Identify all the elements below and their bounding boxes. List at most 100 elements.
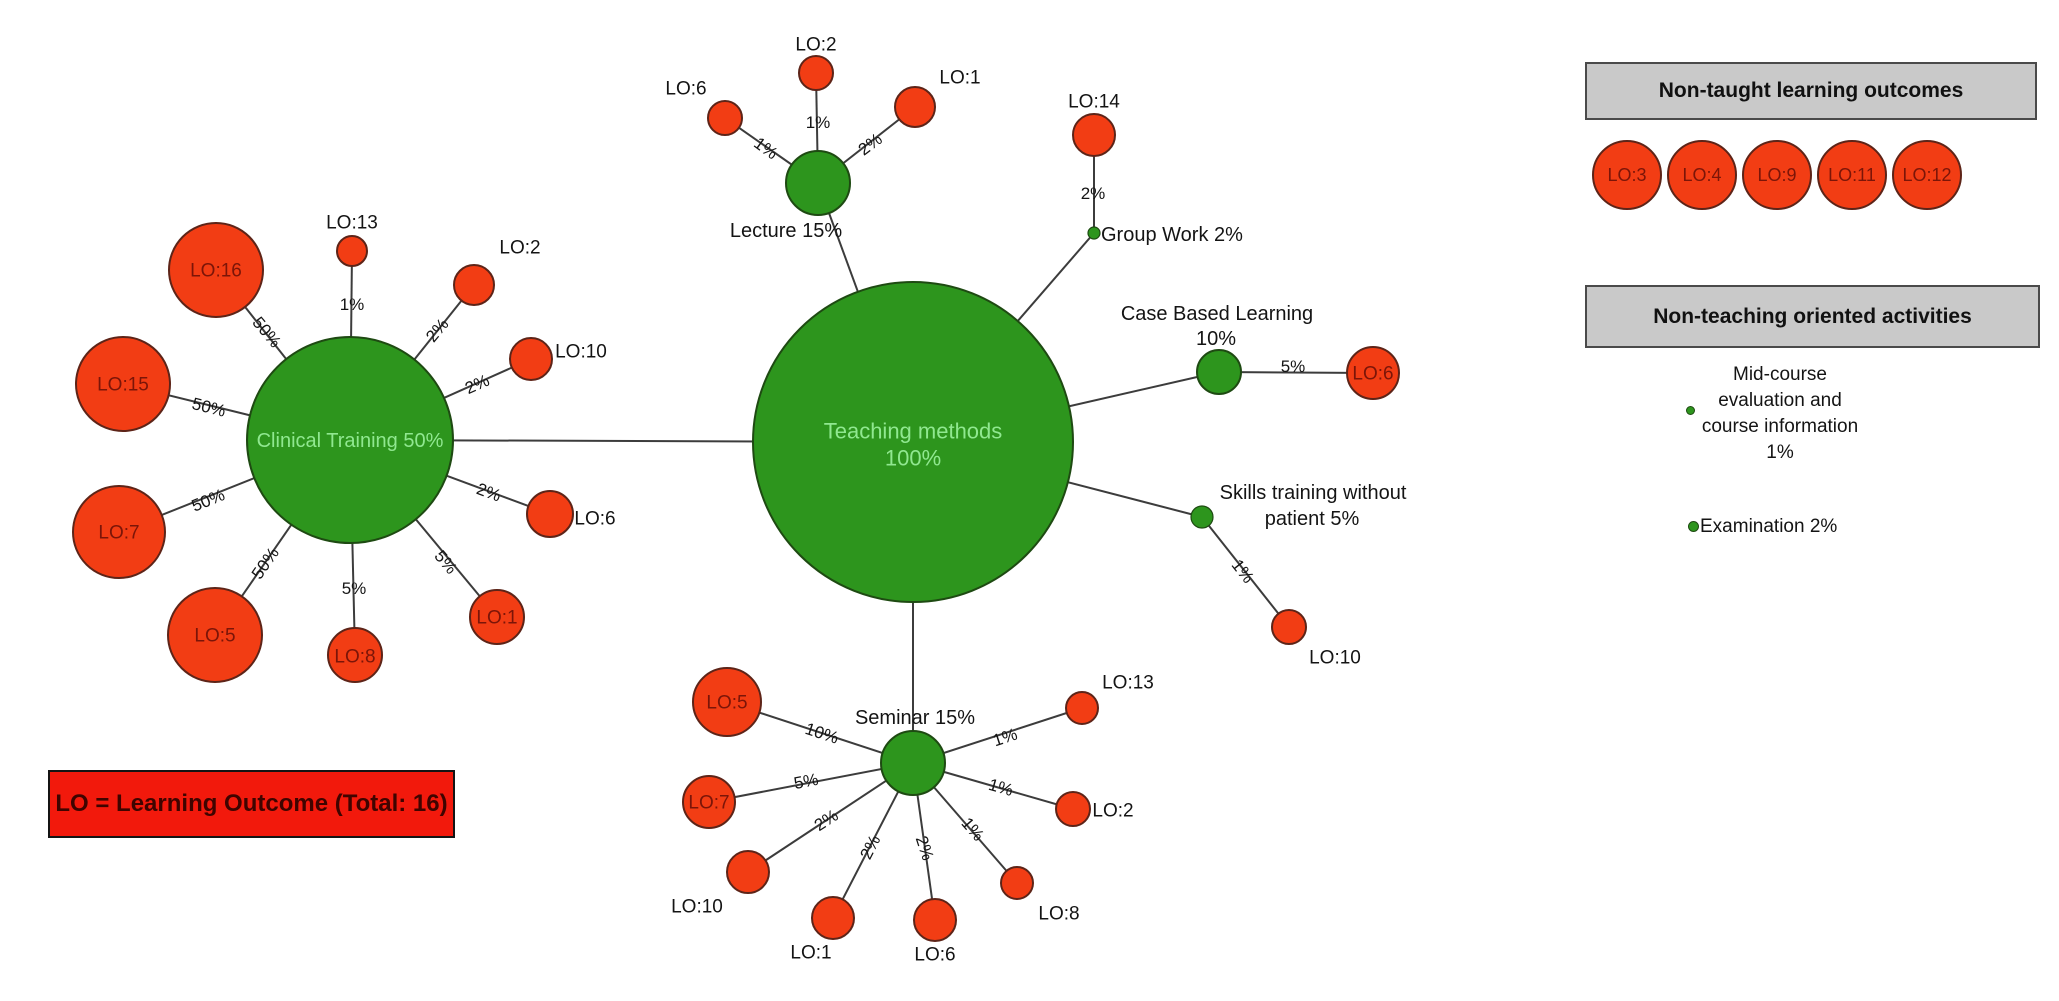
edge-label-seminar-lo10_sem: 2% — [811, 806, 842, 835]
node-lo5_s — [692, 667, 762, 737]
label-lo2_s: LO:2 — [1092, 801, 1133, 822]
node-teaching — [752, 281, 1074, 603]
midcourse-dot-icon — [1686, 406, 1695, 415]
node-lo6_cb — [1346, 346, 1400, 400]
non-taught-lo-label: LO:12 — [1902, 164, 1952, 185]
node-lo8_c — [327, 627, 383, 683]
label-lo5_c: LO:5 — [194, 626, 235, 647]
label-lecture: Lecture 15% — [730, 220, 843, 242]
node-lo1_s — [811, 896, 855, 940]
label-casebased: Case Based Learning — [1121, 303, 1313, 325]
node-lo1_c — [469, 589, 525, 645]
edge-label-clinical-lo15_c: 50% — [190, 394, 228, 421]
non-taught-lo-circle: LO:11 — [1817, 140, 1887, 210]
lo-note-box: LO = Learning Outcome (Total: 16) — [48, 770, 455, 838]
edge-label-seminar-lo13_s: 1% — [991, 725, 1020, 751]
label-seminar: Seminar 15% — [855, 707, 975, 729]
node-lo7_c — [72, 485, 166, 579]
edge-skills-lo10_s — [1201, 516, 1290, 628]
edge-label-clinical-lo5_c: 50% — [248, 544, 283, 583]
node-seminar — [880, 730, 946, 796]
lo-note-text: LO = Learning Outcome (Total: 16) — [55, 790, 448, 817]
node-lo6_s — [913, 898, 957, 942]
label-lo7_s: LO:7 — [688, 793, 729, 814]
label-skills: Skills training without — [1220, 482, 1407, 504]
edge-label-clinical-lo2_c: 2% — [422, 315, 452, 346]
label-teaching: Teaching methods — [824, 419, 1003, 444]
edge-label-clinical-lo13_c: 1% — [340, 295, 365, 314]
node-lo10_s — [1271, 609, 1307, 645]
non-taught-lo-label: LO:3 — [1607, 164, 1647, 185]
edge-label-seminar-lo5_s: 10% — [803, 719, 841, 748]
legend-non-teaching-title-box: Non-teaching oriented activities — [1585, 285, 2040, 348]
legend-non-taught-circles: LO:3 LO:4 LO:9 LO:11 LO:12 — [1592, 140, 1962, 210]
node-lo14 — [1072, 113, 1116, 157]
node-lo2_l — [798, 55, 834, 91]
label-lo7_c: LO:7 — [98, 523, 139, 544]
non-taught-lo-circle: LO:9 — [1742, 140, 1812, 210]
node-lo10_sem — [726, 850, 770, 894]
node-lo6_c — [526, 490, 574, 538]
node-lecture — [785, 150, 851, 216]
label-skills: patient 5% — [1265, 508, 1360, 530]
midcourse-line: course information — [1701, 416, 1859, 437]
examination-dot-icon — [1688, 521, 1699, 532]
non-taught-lo-circle: LO:3 — [1592, 140, 1662, 210]
non-taught-lo-label: LO:9 — [1757, 164, 1797, 185]
legend-non-taught-title-box: Non-taught learning outcomes — [1585, 62, 2037, 120]
edge-label-clinical-lo8_c: 5% — [342, 579, 367, 598]
node-groupwork — [1087, 226, 1101, 240]
label-lo8_s: LO:8 — [1038, 904, 1079, 925]
edge-label-clinical-lo1_c: 5% — [430, 547, 460, 578]
non-taught-lo-circle: LO:12 — [1892, 140, 1962, 210]
label-casebased: 10% — [1196, 328, 1236, 350]
node-lo16_c — [168, 222, 264, 318]
label-lo2_c: LO:2 — [499, 238, 540, 259]
label-lo13_s: LO:13 — [1102, 673, 1154, 694]
label-lo6_s: LO:6 — [914, 945, 955, 966]
edge-label-seminar-lo2_s: 1% — [986, 775, 1015, 800]
label-lo15_c: LO:15 — [97, 375, 149, 396]
label-lo10_c: LO:10 — [555, 342, 607, 363]
label-lo6_cb: LO:6 — [1352, 364, 1393, 385]
node-lo1_l — [894, 86, 936, 128]
node-lo8_s — [1000, 866, 1034, 900]
non-taught-lo-label: LO:11 — [1828, 164, 1876, 185]
edge-seminar-lo7_s — [708, 762, 914, 803]
node-lo10_c — [509, 337, 553, 381]
node-lo13_s — [1065, 691, 1099, 725]
label-lo2_l: LO:2 — [795, 35, 836, 56]
edge-label-casebased-lo6_cb: 5% — [1281, 357, 1306, 376]
label-lo16_c: LO:16 — [190, 261, 242, 282]
edge-label-clinical-lo10_c: 2% — [462, 371, 492, 398]
edge-label-seminar-lo7_s: 5% — [792, 770, 820, 793]
edge-label-clinical-lo7_c: 50% — [189, 485, 228, 515]
midcourse-line: 1% — [1766, 442, 1794, 463]
label-lo6_l: LO:6 — [665, 79, 706, 100]
edge-label-groupwork-lo14: 2% — [1081, 184, 1106, 203]
node-casebased — [1196, 349, 1242, 395]
label-lo1_l: LO:1 — [939, 68, 980, 89]
legend-item-examination: Examination 2% — [1700, 516, 1838, 537]
legend-non-teaching-title: Non-teaching oriented activities — [1653, 304, 1972, 328]
node-skills — [1190, 505, 1214, 529]
node-clinical — [246, 336, 454, 544]
edge-label-seminar-lo6_s: 2% — [912, 834, 938, 863]
label-lo8_c: LO:8 — [334, 647, 375, 668]
label-lo1_s: LO:1 — [790, 943, 831, 964]
label-lo10_s: LO:10 — [1309, 648, 1361, 669]
edge-label-seminar-lo1_s: 2% — [856, 832, 884, 863]
label-lo6_c: LO:6 — [574, 509, 615, 530]
node-lo2_s — [1055, 791, 1091, 827]
legend-non-taught-title: Non-taught learning outcomes — [1658, 79, 1964, 102]
label-lo13_c: LO:13 — [326, 213, 378, 234]
label-groupwork: Group Work 2% — [1101, 224, 1243, 246]
label-lo1_c: LO:1 — [476, 608, 517, 629]
label-lo10_sem: LO:10 — [671, 897, 723, 918]
node-lo2_c — [453, 264, 495, 306]
label-clinical: Clinical Training 50% — [257, 430, 444, 452]
legend-item-midcourse: Mid-course evaluation and course informa… — [1668, 362, 1892, 466]
midcourse-line: evaluation and — [1718, 390, 1842, 411]
